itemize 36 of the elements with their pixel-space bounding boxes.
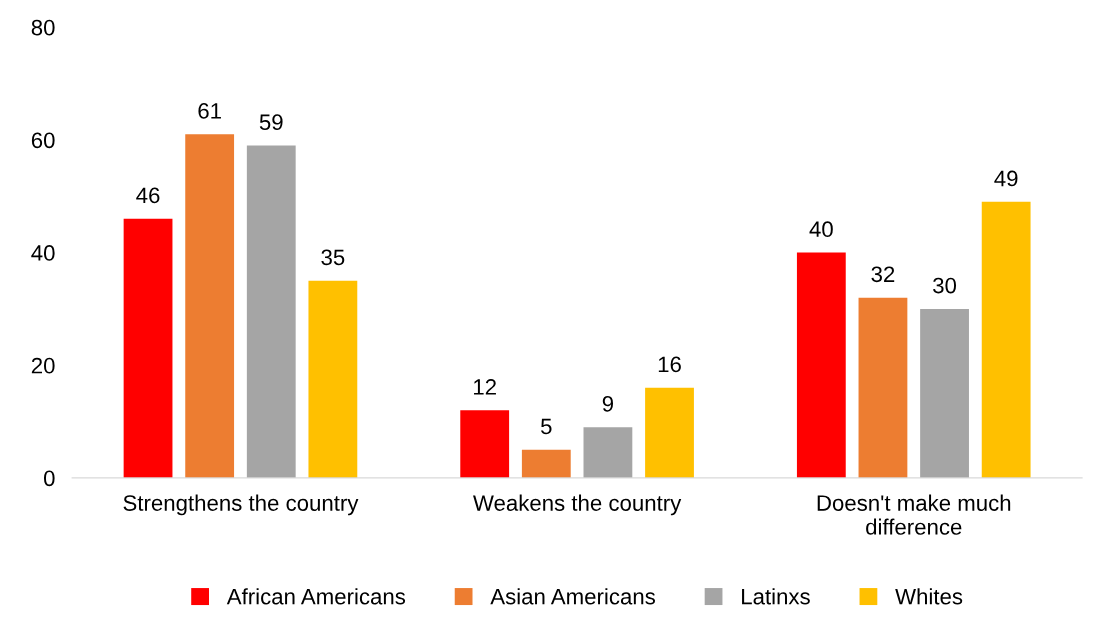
bar: [796, 252, 846, 478]
x-tick-label: Weakens the country: [473, 494, 682, 516]
bar: [583, 427, 633, 478]
y-tick-label: 0: [43, 470, 55, 487]
data-label: 61: [198, 103, 221, 119]
bar: [645, 387, 694, 478]
data-label: 9: [602, 395, 614, 412]
y-tick-label: 40: [31, 245, 55, 261]
data-label: 40: [809, 221, 833, 238]
y-tick-label: 80: [31, 19, 55, 36]
legend-label: Asian Americans: [490, 588, 655, 605]
legend-label: Whites: [895, 588, 963, 605]
data-label: 30: [933, 277, 957, 294]
bar: [308, 280, 358, 478]
y-tick-label: 60: [31, 132, 55, 149]
bar: [185, 134, 235, 478]
data-label: 49: [994, 170, 1018, 187]
legend-label: Latinxs: [742, 588, 810, 605]
x-tick-label: Strengthens the country: [123, 494, 359, 516]
data-label: 59: [259, 114, 283, 131]
data-label: 5: [541, 418, 552, 435]
bar: [460, 410, 510, 478]
legend-label: African Americans: [226, 588, 406, 605]
data-label: 16: [658, 356, 681, 373]
bar: [920, 308, 969, 478]
bar: [858, 297, 908, 478]
data-label: 46: [136, 187, 160, 204]
bar: [123, 218, 173, 478]
bar: [246, 145, 296, 478]
data-label: 35: [321, 249, 345, 266]
data-label: 12: [474, 379, 496, 395]
bar: [981, 201, 1031, 478]
bar: [521, 449, 571, 478]
data-label: 32: [871, 266, 895, 283]
x-tick-label: Doesn't make much difference: [817, 494, 1011, 535]
y-tick-label: 20: [31, 357, 55, 374]
